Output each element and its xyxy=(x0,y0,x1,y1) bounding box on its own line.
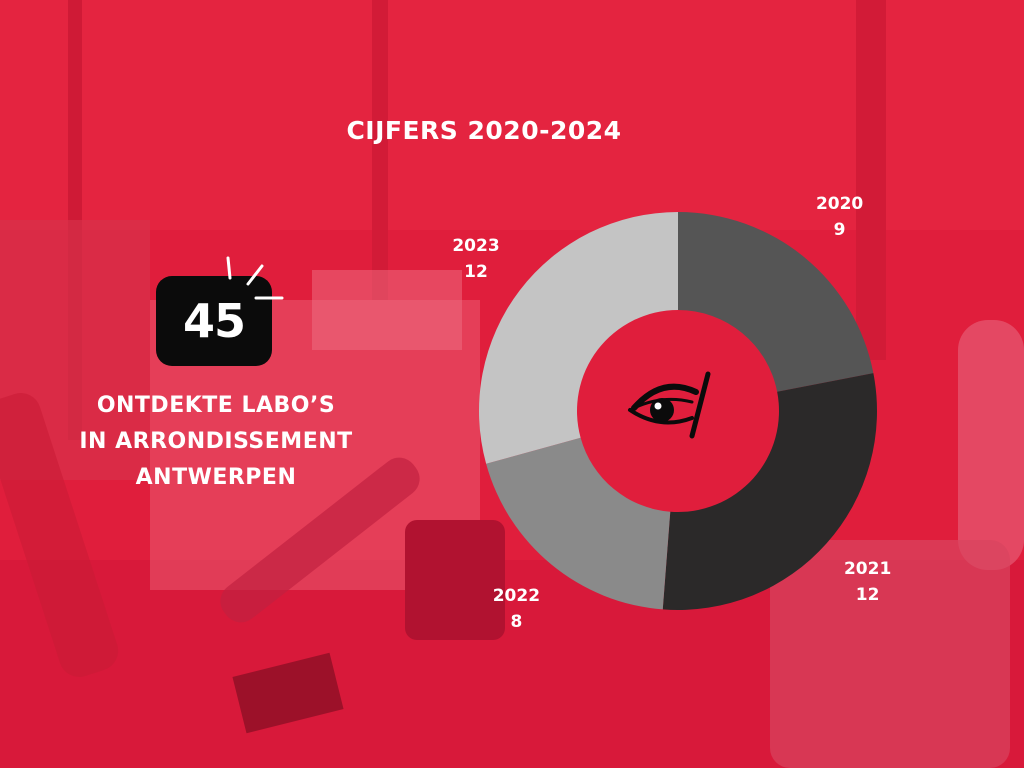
slice-label-2020: 2020 9 xyxy=(816,194,863,240)
slice-value-label: 8 xyxy=(510,612,522,632)
chart-title: CIJFERS 2020-2024 xyxy=(346,116,622,145)
slice-value-label: 12 xyxy=(856,585,880,605)
stat-caption-line: ANTWERPEN xyxy=(135,465,297,490)
stat-caption-line: IN ARRONDISSEMENT xyxy=(79,429,353,454)
slice-label-2021: 2021 12 xyxy=(844,559,891,605)
stat-badge: 45 xyxy=(156,276,272,366)
stat-caption: ONTDEKTE LABO’S IN ARRONDISSEMENT ANTWER… xyxy=(40,388,392,496)
slice-value-label: 12 xyxy=(464,262,488,282)
donut-slice-2021 xyxy=(662,373,877,610)
burst-icon xyxy=(226,256,284,300)
slice-category-label: 2022 xyxy=(493,586,540,606)
slice-category-label: 2020 xyxy=(816,194,863,214)
stat-caption-line: ONTDEKTE LABO’S xyxy=(96,393,336,418)
eye-icon xyxy=(628,371,711,439)
donut-slice-2023 xyxy=(478,211,678,464)
donut-slice-2020 xyxy=(678,212,874,392)
slice-category-label: 2021 xyxy=(844,559,891,579)
donut-slice-2022 xyxy=(486,437,671,610)
slice-label-2023: 2023 12 xyxy=(452,236,499,282)
slice-value-label: 9 xyxy=(834,220,846,240)
stat-value: 45 xyxy=(182,294,246,348)
slice-label-2022: 2022 8 xyxy=(493,586,540,632)
slice-category-label: 2023 xyxy=(452,236,499,256)
